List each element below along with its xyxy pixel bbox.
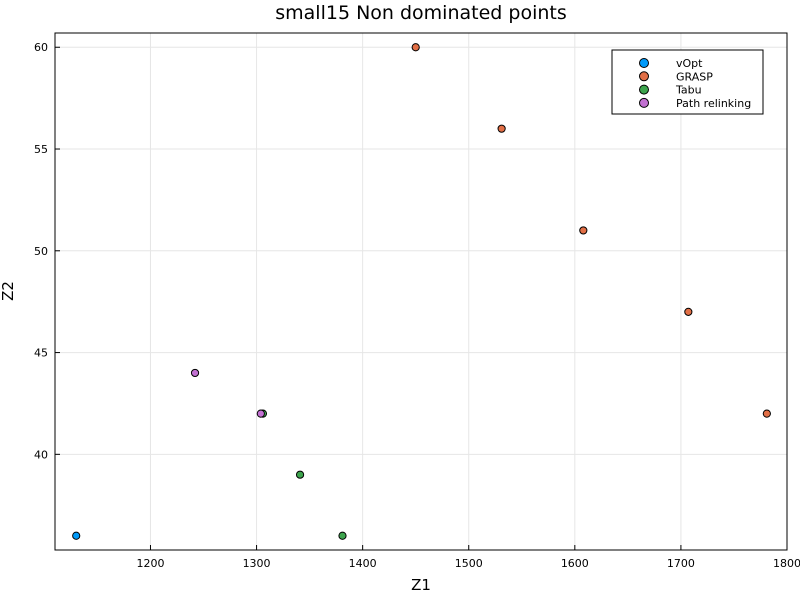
point-grasp [411,43,420,52]
point-grasp [684,307,693,316]
legend-marker [639,58,649,68]
plot-frame [54,32,788,551]
point-path-relinking [190,368,200,378]
legend-label: Path relinking [676,97,751,110]
point-vopt [72,531,81,540]
chart-title: small15 Non dominated points [275,2,567,24]
legend-marker [639,84,649,95]
x-tick-label: 1600 [561,557,589,570]
x-axis-label: Z1 [411,576,431,594]
point-grasp [497,124,506,133]
y-tick-label: 60 [34,41,48,54]
legend-marker [639,97,649,108]
y-axis-label: Z2 [0,281,17,301]
grid [55,33,788,550]
point-grasp [762,409,771,418]
legend-label: Tabu [675,84,702,97]
legend-label: vOpt [676,57,703,70]
point-tabu [295,470,305,479]
x-tick-label: 1200 [136,557,164,570]
x-tick-label: 1500 [455,557,483,570]
legend-marker [639,71,649,82]
y-tick-label: 40 [34,448,48,461]
legend-label: GRASP [676,70,713,83]
y-tick-label: 55 [34,143,48,156]
y-tick-label: 50 [34,245,48,258]
x-tick-label: 1300 [243,557,271,570]
y-tick-label: 45 [34,347,48,360]
y-axis-ticks: 40 45 50 55 60 [34,41,60,461]
x-tick-label: 1700 [667,557,695,570]
x-tick-label: 1400 [349,557,377,570]
point-path-relinking [256,409,265,418]
x-axis-ticks: 1200 1300 1400 1500 1600 1700 1800 [136,545,800,570]
legend-box [611,49,764,115]
point-tabu [338,531,347,540]
x-tick-label: 1800 [773,557,800,570]
data-points [72,43,771,540]
point-grasp [579,226,588,235]
